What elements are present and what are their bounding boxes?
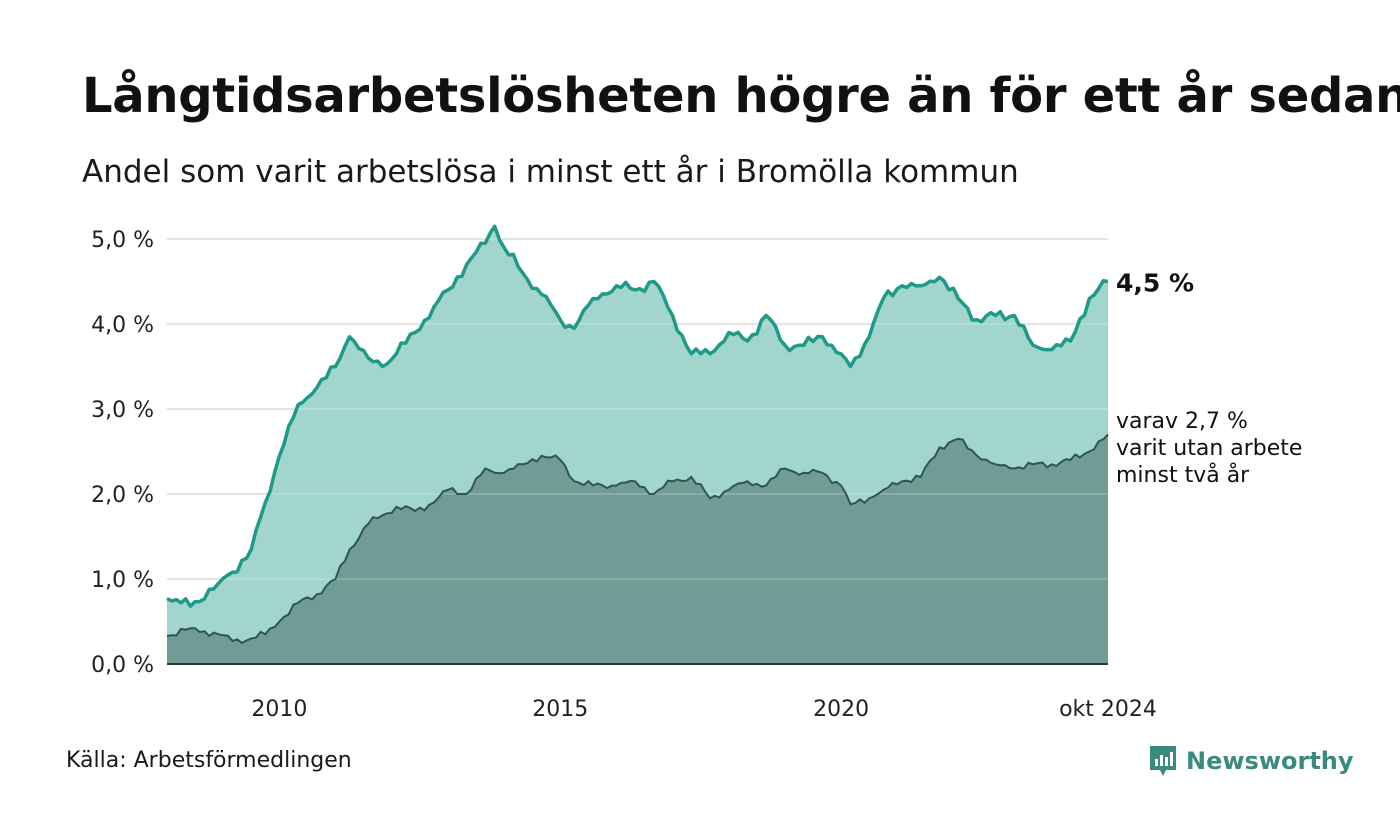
y-tick-label: 3,0 % <box>91 398 154 423</box>
brand-name: Newsworthy <box>1186 747 1354 775</box>
line-long-series <box>166 433 1109 645</box>
y-tick-label: 2,0 % <box>91 483 154 508</box>
end-label-long: varav 2,7 % varit utan arbete minst två år <box>1116 409 1302 488</box>
newsworthy-logo-icon <box>1150 746 1176 776</box>
x-tick-label: 2010 <box>251 697 307 722</box>
chart-title: Långtidsarbetslösheten högre än för ett … <box>82 68 1400 124</box>
end-label-total: 4,5 % <box>1116 269 1194 298</box>
end-label-long-line: minst två år <box>1116 462 1250 488</box>
y-tick-label: 5,0 % <box>91 228 154 253</box>
y-tick-label: 0,0 % <box>91 653 154 678</box>
x-tick-label: 2015 <box>532 697 588 722</box>
y-tick-label: 1,0 % <box>91 568 154 593</box>
line-total-series <box>166 224 1109 608</box>
end-label-long-line: varit utan arbete <box>1116 436 1302 461</box>
brand-logo: Newsworthy <box>1148 744 1354 778</box>
chart-subtitle: Andel som varit arbetslösa i minst ett å… <box>82 154 1019 190</box>
area-long-series <box>167 434 1108 664</box>
source-note: Källa: Arbetsförmedlingen <box>66 748 352 773</box>
end-label-long-line: varav 2,7 % <box>1116 409 1248 434</box>
y-tick-label: 4,0 % <box>91 313 154 338</box>
x-tick-label: okt 2024 <box>1059 697 1157 722</box>
x-tick-label: 2020 <box>813 697 869 722</box>
